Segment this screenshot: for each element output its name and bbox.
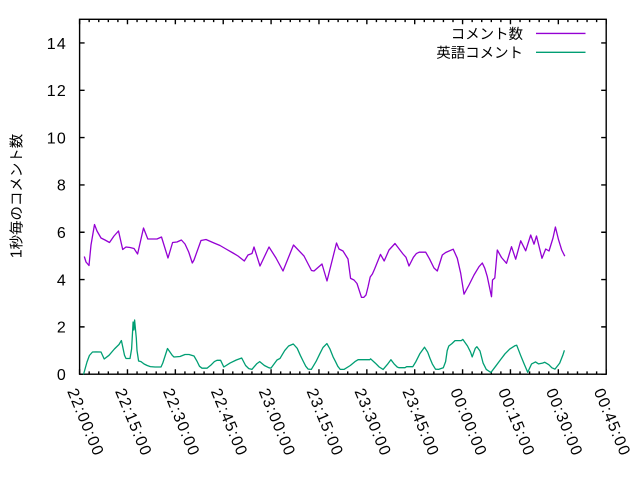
svg-text:14: 14 [47, 36, 67, 53]
svg-text:12: 12 [47, 83, 67, 100]
svg-text:10: 10 [47, 130, 67, 147]
svg-text:4: 4 [57, 272, 67, 289]
svg-text:8: 8 [57, 178, 67, 195]
svg-text:1: 1 [9, 249, 26, 258]
svg-text:6: 6 [57, 225, 67, 242]
svg-text:2: 2 [57, 320, 67, 337]
svg-text:0: 0 [57, 367, 67, 384]
